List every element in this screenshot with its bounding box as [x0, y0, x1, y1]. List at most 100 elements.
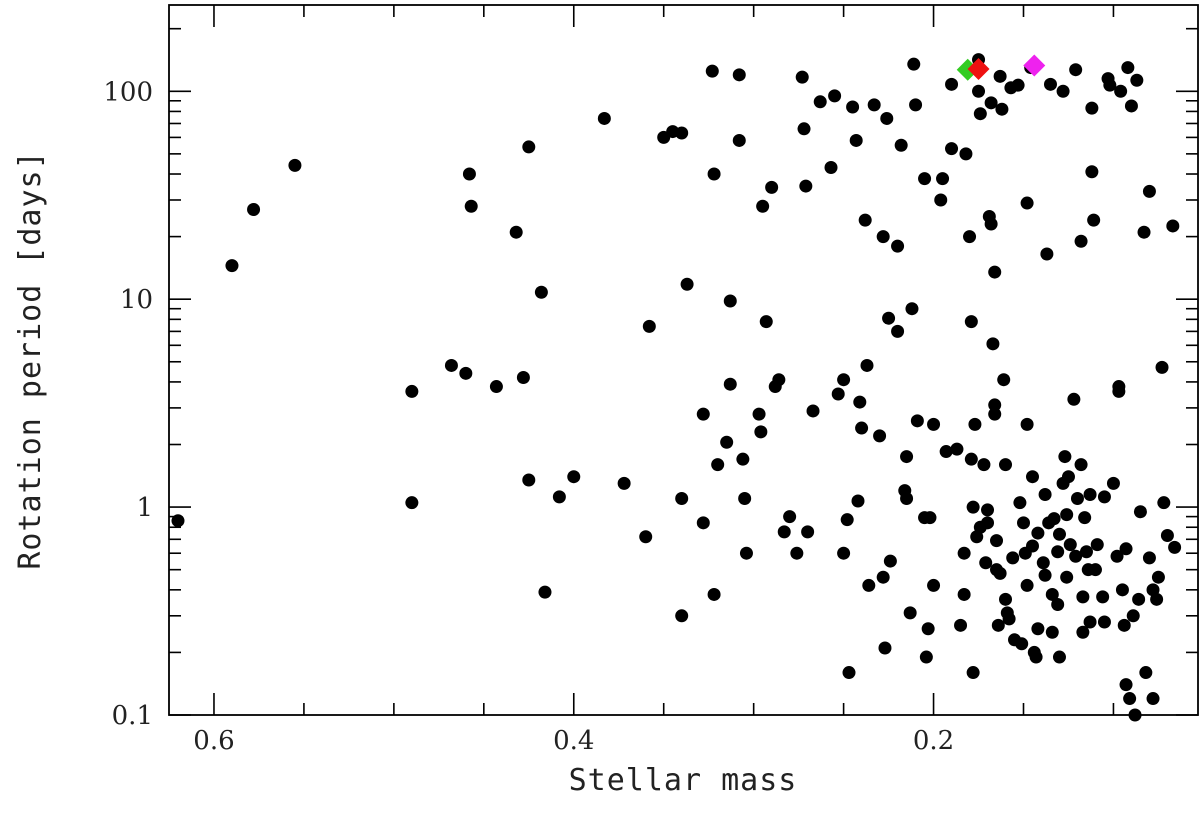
- data-point: [1038, 568, 1052, 582]
- data-point: [988, 265, 1002, 279]
- y-tick-label: 0.1: [112, 701, 153, 731]
- data-point: [1060, 508, 1074, 522]
- data-point: [1115, 583, 1129, 597]
- data-point: [824, 160, 838, 174]
- data-point: [705, 64, 719, 78]
- data-point: [860, 358, 874, 372]
- data-point: [997, 373, 1011, 387]
- data-point: [966, 666, 980, 680]
- data-point: [993, 69, 1007, 83]
- data-point: [617, 476, 631, 490]
- data-point: [954, 618, 968, 632]
- data-point: [444, 358, 458, 372]
- data-point: [464, 199, 478, 213]
- data-point: [853, 395, 867, 409]
- data-point: [1015, 637, 1029, 651]
- data-point: [752, 407, 766, 421]
- data-point: [739, 546, 753, 560]
- data-point: [927, 417, 941, 431]
- data-point: [1074, 458, 1088, 472]
- data-point: [738, 491, 752, 505]
- data-point: [1112, 380, 1126, 394]
- data-point: [1069, 549, 1083, 563]
- data-point: [1017, 516, 1031, 530]
- data-point: [1052, 650, 1066, 664]
- data-point: [979, 556, 993, 570]
- data-point: [801, 525, 815, 539]
- data-point: [489, 380, 503, 394]
- data-point: [777, 525, 791, 539]
- data-point: [1070, 491, 1084, 505]
- data-point: [1006, 551, 1020, 565]
- data-point: [1020, 578, 1034, 592]
- highlight-diamond-point: [1023, 54, 1046, 77]
- data-point: [1146, 692, 1160, 706]
- data-point: [732, 133, 746, 147]
- data-point: [1123, 692, 1137, 706]
- data-point: [522, 473, 536, 487]
- data-point: [736, 452, 750, 466]
- data-point: [921, 622, 935, 636]
- data-point: [988, 407, 1002, 421]
- data-point: [972, 84, 986, 98]
- data-point: [1110, 549, 1124, 563]
- data-point: [1076, 625, 1090, 639]
- data-point: [1067, 392, 1081, 406]
- data-point: [680, 277, 694, 291]
- axis-tick-labels: 0.6 0.4 0.2 0.1 1 10 100: [103, 77, 954, 756]
- data-point: [995, 102, 1009, 116]
- data-point: [675, 609, 689, 623]
- data-point: [1121, 61, 1135, 75]
- data-points: [171, 53, 1182, 722]
- data-point: [759, 315, 773, 329]
- data-point: [990, 534, 1004, 548]
- data-point: [999, 592, 1013, 606]
- data-point: [977, 458, 991, 472]
- data-point: [1128, 708, 1142, 722]
- data-point: [923, 511, 937, 525]
- data-point: [855, 421, 869, 435]
- data-point: [799, 179, 813, 193]
- data-point: [1045, 625, 1059, 639]
- data-point: [1085, 101, 1099, 115]
- data-point: [894, 138, 908, 152]
- data-point: [840, 513, 854, 527]
- data-point: [1119, 678, 1133, 692]
- data-point: [1063, 538, 1077, 552]
- data-point: [842, 666, 856, 680]
- data-point: [945, 142, 959, 156]
- data-point: [1132, 592, 1146, 606]
- data-point: [1069, 63, 1083, 77]
- data-point: [900, 491, 914, 505]
- data-point: [984, 217, 998, 231]
- data-point: [720, 435, 734, 449]
- data-point: [1097, 615, 1111, 629]
- data-point: [462, 167, 476, 181]
- data-point: [756, 199, 770, 213]
- data-point: [862, 578, 876, 592]
- data-point: [1103, 78, 1117, 92]
- data-point: [1085, 165, 1099, 179]
- data-point: [1051, 598, 1065, 612]
- data-point: [1011, 78, 1025, 92]
- data-point: [522, 140, 536, 154]
- data-point: [1025, 470, 1039, 484]
- data-point: [876, 570, 890, 584]
- data-point: [772, 373, 786, 387]
- data-point: [806, 404, 820, 418]
- data-point: [905, 302, 919, 316]
- data-point: [1160, 529, 1174, 543]
- data-point: [1151, 570, 1165, 584]
- data-point: [919, 650, 933, 664]
- data-point: [1060, 570, 1074, 584]
- data-point: [696, 407, 710, 421]
- data-point: [1074, 234, 1088, 248]
- data-point: [957, 587, 971, 601]
- data-point: [723, 377, 737, 391]
- data-point: [813, 95, 827, 109]
- data-point: [981, 516, 995, 530]
- data-point: [1078, 511, 1092, 525]
- data-point: [783, 510, 797, 524]
- data-point: [1139, 666, 1153, 680]
- data-point: [988, 398, 1002, 412]
